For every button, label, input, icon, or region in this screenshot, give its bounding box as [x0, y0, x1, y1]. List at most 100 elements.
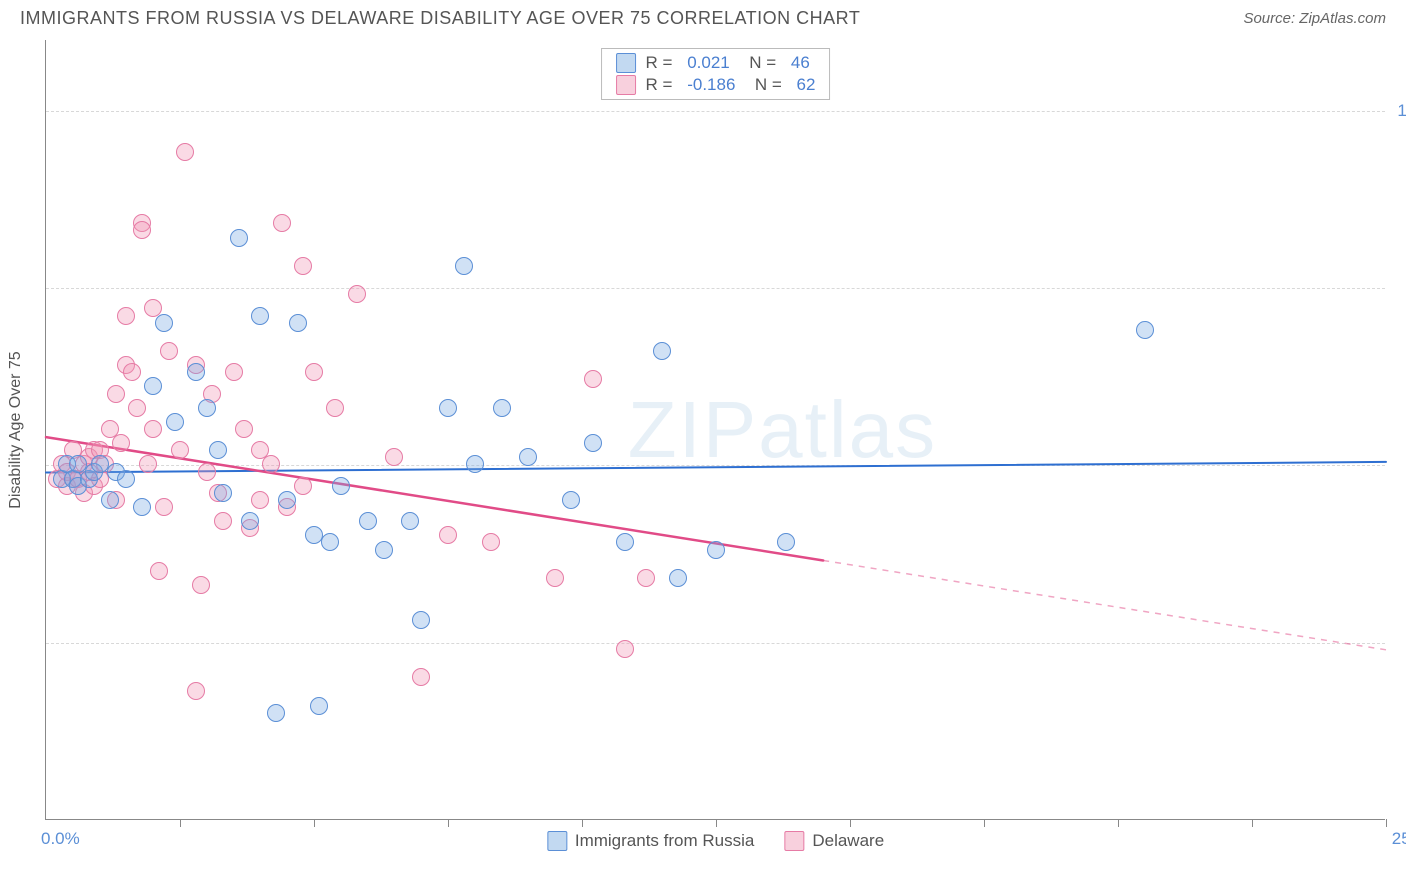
x-tick [984, 819, 985, 827]
x-tick [1252, 819, 1253, 827]
scatter-point-blue [166, 413, 184, 431]
scatter-point-blue [412, 611, 430, 629]
scatter-point-blue [241, 512, 259, 530]
scatter-point-pink [198, 463, 216, 481]
scatter-point-blue [375, 541, 393, 559]
scatter-point-pink [117, 307, 135, 325]
swatch-pink-icon [784, 831, 804, 851]
scatter-point-pink [144, 420, 162, 438]
y-tick-label: 50.0% [1395, 455, 1406, 475]
scatter-point-blue [439, 399, 457, 417]
chart-plot-area: Disability Age Over 75 25.0%50.0%75.0%10… [45, 40, 1385, 820]
legend-item-blue: Immigrants from Russia [547, 831, 754, 851]
scatter-point-blue [707, 541, 725, 559]
scatter-point-pink [616, 640, 634, 658]
scatter-point-pink [385, 448, 403, 466]
n-value-blue: 46 [791, 53, 810, 73]
scatter-point-pink [187, 682, 205, 700]
scatter-point-pink [637, 569, 655, 587]
scatter-point-blue [653, 342, 671, 360]
legend-stat-row-pink: R = -0.186 N = 62 [616, 75, 816, 95]
scatter-point-pink [192, 576, 210, 594]
scatter-point-pink [262, 455, 280, 473]
legend-stats-box: R = 0.021 N = 46 R = -0.186 N = 62 [601, 48, 831, 100]
scatter-point-pink [348, 285, 366, 303]
r-label: R = [646, 75, 678, 95]
x-tick [850, 819, 851, 827]
x-tick [314, 819, 315, 827]
scatter-point-pink [160, 342, 178, 360]
n-label: N = [745, 75, 786, 95]
scatter-point-pink [133, 221, 151, 239]
r-label: R = [646, 53, 678, 73]
scatter-point-pink [176, 143, 194, 161]
scatter-point-blue [493, 399, 511, 417]
scatter-point-blue [584, 434, 602, 452]
scatter-point-blue [198, 399, 216, 417]
scatter-point-blue [401, 512, 419, 530]
scatter-point-pink [128, 399, 146, 417]
x-tick [448, 819, 449, 827]
x-tick [582, 819, 583, 827]
scatter-point-blue [669, 569, 687, 587]
scatter-point-blue [155, 314, 173, 332]
scatter-point-blue [310, 697, 328, 715]
scatter-point-pink [107, 385, 125, 403]
scatter-point-pink [305, 363, 323, 381]
scatter-point-blue [209, 441, 227, 459]
x-tick [1118, 819, 1119, 827]
scatter-point-pink [251, 491, 269, 509]
scatter-point-pink [139, 455, 157, 473]
scatter-point-blue [187, 363, 205, 381]
x-end-label: 25.0% [1392, 829, 1406, 849]
scatter-point-pink [482, 533, 500, 551]
scatter-point-pink [439, 526, 457, 544]
x-tick [180, 819, 181, 827]
r-value-pink: -0.186 [687, 75, 735, 95]
legend-label-pink: Delaware [812, 831, 884, 851]
legend-bottom: Immigrants from Russia Delaware [547, 831, 884, 851]
scatter-point-pink [412, 668, 430, 686]
scatter-point-blue [455, 257, 473, 275]
swatch-blue-icon [616, 53, 636, 73]
legend-label-blue: Immigrants from Russia [575, 831, 754, 851]
scatter-point-pink [150, 562, 168, 580]
scatter-point-blue [289, 314, 307, 332]
scatter-point-pink [546, 569, 564, 587]
scatter-point-blue [278, 491, 296, 509]
y-tick-label: 75.0% [1395, 278, 1406, 298]
legend-item-pink: Delaware [784, 831, 884, 851]
swatch-blue-icon [547, 831, 567, 851]
scatter-point-blue [562, 491, 580, 509]
scatter-point-blue [1136, 321, 1154, 339]
scatter-point-blue [101, 491, 119, 509]
y-axis-title: Disability Age Over 75 [7, 351, 25, 508]
x-tick [1386, 819, 1387, 827]
scatter-point-pink [171, 441, 189, 459]
scatter-point-blue [251, 307, 269, 325]
n-label: N = [740, 53, 781, 73]
r-value-blue: 0.021 [687, 53, 730, 73]
scatter-point-pink [273, 214, 291, 232]
scatter-point-blue [133, 498, 151, 516]
scatter-point-blue [321, 533, 339, 551]
n-value-pink: 62 [797, 75, 816, 95]
scatter-point-pink [214, 512, 232, 530]
scatter-point-pink [235, 420, 253, 438]
scatter-point-blue [332, 477, 350, 495]
scatter-point-blue [519, 448, 537, 466]
source-label: Source: ZipAtlas.com [1243, 10, 1386, 27]
scatter-point-blue [616, 533, 634, 551]
scatter-point-blue [144, 377, 162, 395]
y-tick-label: 100.0% [1395, 101, 1406, 121]
scatter-point-pink [155, 498, 173, 516]
scatter-point-pink [112, 434, 130, 452]
scatter-point-pink [123, 363, 141, 381]
legend-stat-row-blue: R = 0.021 N = 46 [616, 53, 816, 73]
scatter-point-blue [117, 470, 135, 488]
y-tick-label: 25.0% [1395, 633, 1406, 653]
scatter-point-pink [294, 477, 312, 495]
scatter-point-pink [294, 257, 312, 275]
scatter-point-blue [777, 533, 795, 551]
scatter-point-blue [267, 704, 285, 722]
